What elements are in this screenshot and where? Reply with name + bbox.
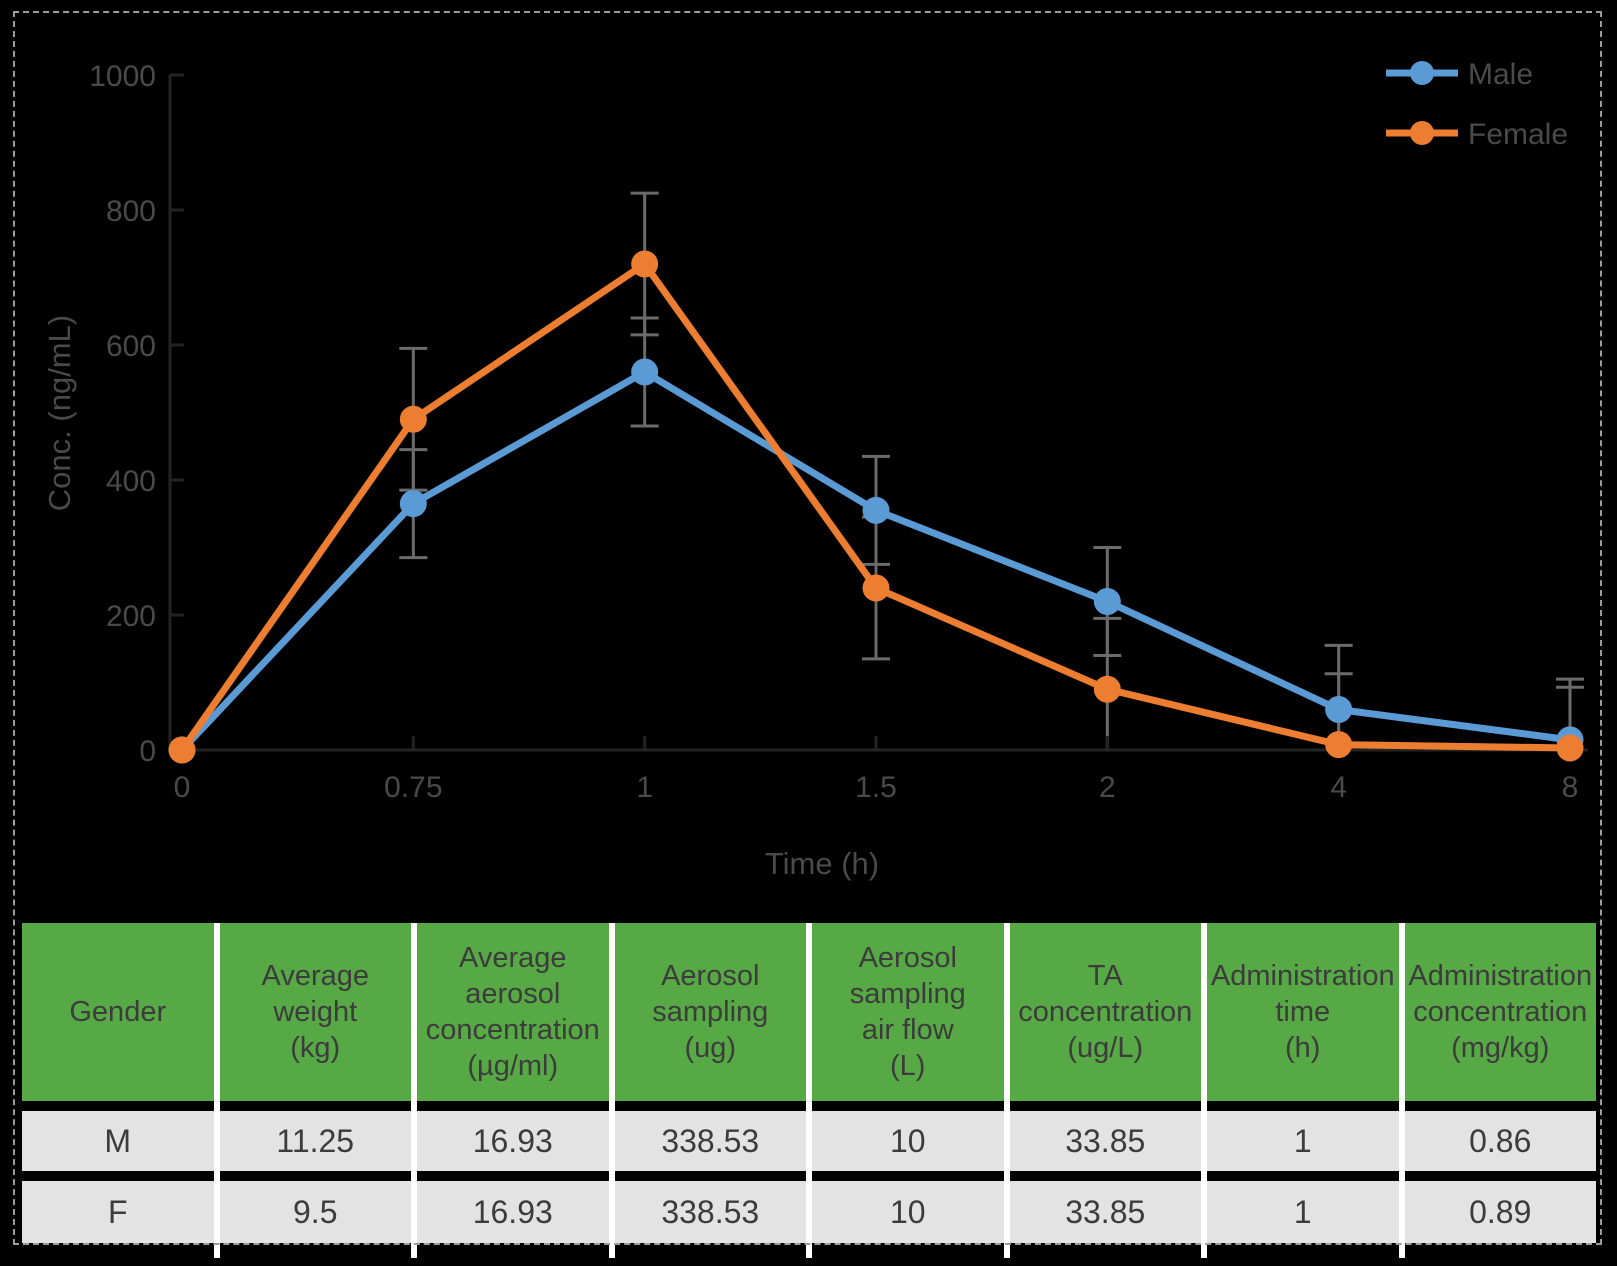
cell-m-5: 33.85	[1009, 1111, 1201, 1171]
header-cell-gender: Gender	[22, 923, 214, 1101]
x-tick-label-0.75: 0.75	[384, 771, 442, 804]
marker-male-2	[631, 358, 659, 386]
x-tick-label-4: 4	[1330, 771, 1347, 804]
header-cell-average: Average weight (kg)	[219, 923, 411, 1101]
marker-male-5	[1325, 696, 1353, 723]
cell-f-0: F	[22, 1181, 214, 1243]
cell-f-7: 0.89	[1404, 1181, 1596, 1243]
x-axis-title: Time (h)	[765, 846, 879, 881]
cell-f-2: 16.93	[417, 1181, 609, 1243]
cell-m-0: M	[22, 1111, 214, 1171]
cell-m-2: 16.93	[417, 1111, 609, 1171]
column-separator-1	[213, 923, 220, 1258]
legend-label-male: Male	[1468, 58, 1533, 91]
y-tick-label-800: 800	[106, 195, 156, 228]
legend-label-female: Female	[1468, 118, 1568, 151]
marker-male-3	[862, 496, 890, 524]
cell-f-6: 1	[1207, 1181, 1399, 1243]
y-tick-label-0: 0	[139, 735, 156, 768]
marker-female-4	[1093, 675, 1121, 703]
marker-female-0	[168, 736, 196, 764]
cell-m-6: 1	[1207, 1111, 1399, 1171]
x-tick-label-8: 8	[1562, 771, 1579, 804]
column-separator-5	[1003, 923, 1010, 1258]
marker-female-1	[399, 405, 427, 433]
legend-marker-male	[1410, 61, 1434, 85]
marker-male-1	[399, 490, 427, 518]
table-row-m: M 11.25 16.93 338.53 10 33.85 1 0.86	[22, 1111, 1596, 1171]
column-separator-4	[806, 923, 812, 1258]
marker-male-4	[1093, 588, 1121, 615]
header-cell-administration: Administration time (h)	[1207, 923, 1399, 1101]
header-cell-aerosol: Aerosol sampling air flow (L)	[812, 923, 1004, 1101]
marker-female-5	[1325, 731, 1353, 759]
header-cell-administration: Administration concentration (mg/kg)	[1404, 923, 1596, 1101]
table-row-f: F 9.5 16.93 338.53 10 33.85 1 0.89	[22, 1181, 1596, 1243]
column-separator-7	[1398, 923, 1405, 1258]
column-separator-2	[411, 923, 417, 1258]
x-tick-label-1.5: 1.5	[855, 771, 897, 804]
cell-f-3: 338.53	[614, 1181, 806, 1243]
marker-female-6	[1556, 734, 1584, 762]
header-cell-average: Average aerosol concentration (µg/ml)	[417, 923, 609, 1101]
concentration-time-chart: 0 200 400 600 800 1000 0 0.75 1 1.5 2 4 8 Time (h) Con…	[42, 58, 1588, 881]
cell-m-1: 11.25	[219, 1111, 411, 1171]
cell-f-5: 33.85	[1009, 1181, 1201, 1243]
cell-f-4: 10	[812, 1181, 1004, 1243]
marker-female-3	[862, 574, 890, 602]
header-cell-aerosol: Aerosol sampling (ug)	[614, 923, 806, 1101]
header-cell-ta: TA concentration (ug/L)	[1009, 923, 1201, 1101]
x-tick-label-1: 1	[636, 771, 653, 804]
column-separator-6	[1201, 923, 1207, 1258]
cell-m-7: 0.86	[1404, 1111, 1596, 1171]
table-header-row: Gender Average weight (kg) Average aerosol con…	[22, 923, 1596, 1101]
y-axis-title: Conc. (ng/mL)	[42, 315, 77, 511]
marker-female-2	[631, 250, 659, 278]
x-tick-label-0: 0	[174, 771, 191, 804]
y-tick-label-400: 400	[106, 465, 156, 498]
column-separator-3	[608, 923, 615, 1258]
cell-m-3: 338.53	[614, 1111, 806, 1171]
y-tick-label-600: 600	[106, 330, 156, 363]
y-tick-label-1000: 1000	[89, 60, 156, 93]
x-tick-label-2: 2	[1099, 771, 1116, 804]
y-tick-label-200: 200	[106, 600, 156, 633]
cell-m-4: 10	[812, 1111, 1004, 1171]
summary-table: Gender Average weight (kg) Average aerosol con…	[22, 923, 1596, 1258]
cell-f-1: 9.5	[219, 1181, 411, 1243]
legend-marker-female	[1410, 121, 1434, 145]
